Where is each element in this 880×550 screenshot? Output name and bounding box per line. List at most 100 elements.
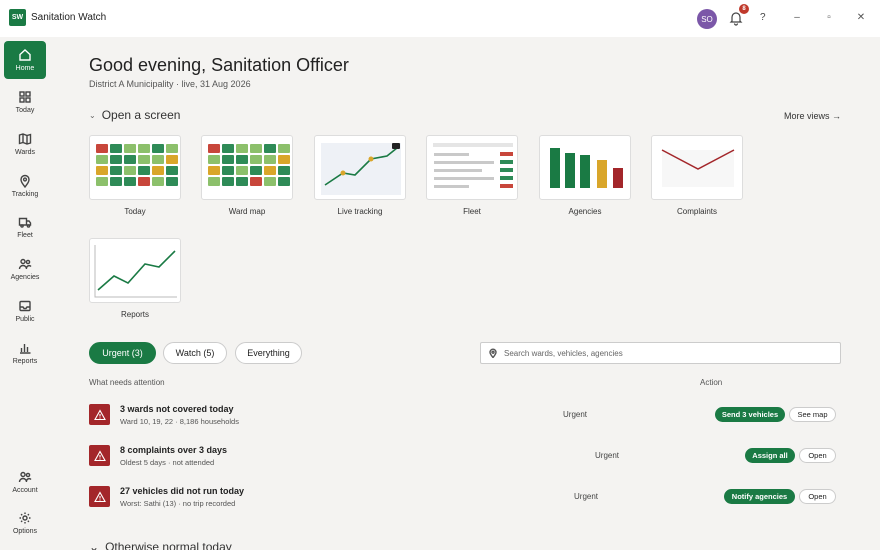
app-title: Sanitation Watch (31, 12, 107, 23)
heatmap-thumbnail (96, 144, 178, 186)
location-pin-icon (20, 174, 30, 188)
section-heading: Open a screen (101, 108, 181, 122)
sidebar-item-wards[interactable]: Wards (4, 125, 46, 163)
page-subtitle: District A Municipality · live, 31 Aug 2… (89, 79, 251, 89)
row-subtitle: Worst: Sathi (13) · no trip recorded (120, 499, 236, 508)
tracking-thumbnail (321, 143, 401, 195)
sidebar-item-public[interactable]: Public (4, 292, 46, 330)
otherwise-normal-section-toggle[interactable]: ⌄ Otherwise normal today (89, 540, 232, 550)
sidebar-item-tracking[interactable]: Tracking (4, 167, 46, 205)
more-views-link[interactable]: More views → (784, 111, 842, 121)
title-bar: SW Sanitation Watch SO 8 ? – ▫ ✕ (0, 0, 880, 37)
filter-urgent-tab[interactable]: Urgent (3) (89, 342, 156, 364)
sidebar-item-label: Home (15, 65, 35, 72)
close-button[interactable]: ✕ (856, 11, 866, 23)
main-content: Good evening, Sanitation Officer Distric… (50, 37, 880, 550)
tile-complaints[interactable] (651, 135, 743, 200)
assign-all-button[interactable]: Assign all (745, 448, 795, 463)
truck-icon (18, 217, 32, 228)
sidebar-item-label: Options (12, 528, 38, 535)
tile-agencies[interactable] (539, 135, 631, 200)
account-icon (18, 471, 32, 483)
send-vehicles-button[interactable]: Send 3 vehicles (715, 407, 785, 422)
attention-row: 8 complaints over 3 days Oldest 5 days ·… (89, 445, 841, 479)
page-title: Good evening, Sanitation Officer (89, 55, 349, 75)
status-badge: Urgent (574, 492, 599, 501)
sidebar-item-label: Account (12, 487, 38, 494)
row-title: 3 wards not covered today (120, 404, 234, 414)
row-subtitle: Oldest 5 days · not attended (120, 458, 215, 467)
ward-grid-thumbnail (208, 144, 290, 186)
row-title: 27 vehicles did not run today (120, 486, 245, 496)
sidebar-item-options[interactable]: Options (4, 504, 46, 542)
grid-icon (19, 91, 31, 103)
tile-label: Agencies (568, 207, 602, 216)
open-button[interactable]: Open (799, 448, 836, 463)
tile-fleet[interactable] (426, 135, 518, 200)
warning-icon (89, 404, 110, 425)
location-pin-icon (489, 348, 497, 358)
user-avatar[interactable]: SO (697, 9, 717, 29)
fleet-list-thumbnail (433, 143, 513, 188)
tile-today[interactable] (89, 135, 181, 200)
section-heading: Otherwise normal today (105, 540, 232, 550)
column-header-what: What needs attention (89, 378, 165, 387)
gear-icon (19, 512, 31, 524)
reports-line-thumbnail (94, 245, 177, 298)
sidebar-item-label: Wards (15, 149, 35, 156)
minimize-button[interactable]: – (794, 11, 800, 23)
row-subtitle: Ward 10, 19, 22 · 8,186 households (120, 417, 239, 426)
app-logo: SW (9, 9, 26, 26)
sidebar-item-account[interactable]: Account (4, 463, 46, 501)
notification-badge: 8 (739, 4, 749, 14)
tile-label: Reports (120, 310, 149, 319)
search-input[interactable] (504, 348, 824, 358)
sidebar-item-label: Fleet (17, 232, 33, 239)
notify-agencies-button[interactable]: Notify agencies (724, 489, 795, 504)
filter-watch-tab[interactable]: Watch (5) (163, 342, 227, 364)
tile-live-tracking[interactable] (314, 135, 406, 200)
tile-ward-map[interactable] (201, 135, 293, 200)
tile-label: Today (124, 207, 146, 216)
search-box[interactable] (480, 342, 841, 364)
bar-chart-icon (20, 344, 31, 354)
sidebar-item-label: Agencies (10, 274, 40, 281)
sidebar-item-reports[interactable]: Reports (4, 334, 46, 372)
attention-row: 27 vehicles did not run today Worst: Sat… (89, 486, 841, 520)
open-button[interactable]: Open (799, 489, 836, 504)
row-title: 8 complaints over 3 days (120, 445, 228, 455)
sidebar-item-label: Today (15, 107, 35, 114)
tile-label: Complaints (676, 207, 717, 216)
agencies-bars-thumbnail (550, 148, 623, 188)
tile-reports[interactable] (89, 238, 181, 303)
tile-label: Fleet (463, 207, 481, 216)
bell-icon[interactable] (728, 10, 744, 26)
sidebar-item-label: Reports (12, 358, 38, 365)
home-icon (19, 49, 31, 61)
map-icon (18, 133, 32, 145)
status-badge: Urgent (595, 451, 620, 460)
status-badge: Urgent (563, 410, 588, 419)
warning-icon (89, 445, 110, 466)
attention-row: 3 wards not covered today Ward 10, 19, 2… (89, 404, 841, 438)
maximize-button[interactable]: ▫ (827, 11, 831, 23)
sidebar: Home Today Wards Tracking Fleet Agencies… (0, 37, 50, 550)
people-icon (18, 258, 32, 270)
sidebar-item-label: Public (15, 316, 35, 323)
sidebar-item-label: Tracking (11, 191, 39, 198)
tile-label: Ward map (228, 207, 266, 216)
open-screen-section-toggle[interactable]: ⌄ Open a screen (89, 108, 180, 122)
sidebar-item-fleet[interactable]: Fleet (4, 208, 46, 246)
filter-everything-tab[interactable]: Everything (235, 342, 302, 364)
help-button[interactable]: ? (760, 12, 766, 23)
sidebar-item-home[interactable]: Home (4, 41, 46, 79)
sidebar-item-agencies[interactable]: Agencies (4, 250, 46, 288)
chevron-down-icon: ⌄ (89, 110, 96, 120)
column-header-action: Action (700, 378, 723, 387)
warning-icon (89, 486, 110, 507)
chevron-down-icon: ⌄ (89, 540, 100, 550)
see-map-button[interactable]: See map (789, 407, 836, 422)
envelope-icon (661, 149, 735, 187)
inbox-icon (19, 300, 31, 312)
sidebar-item-today[interactable]: Today (4, 83, 46, 121)
